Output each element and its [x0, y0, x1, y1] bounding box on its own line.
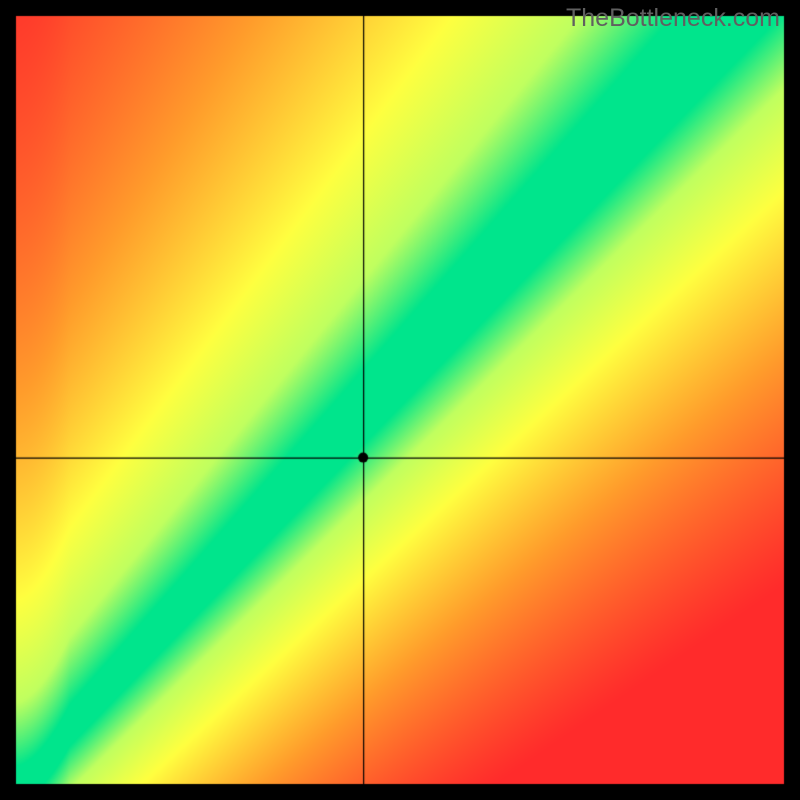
bottleneck-heatmap-canvas [0, 0, 800, 800]
chart-container: TheBottleneck.com [0, 0, 800, 800]
